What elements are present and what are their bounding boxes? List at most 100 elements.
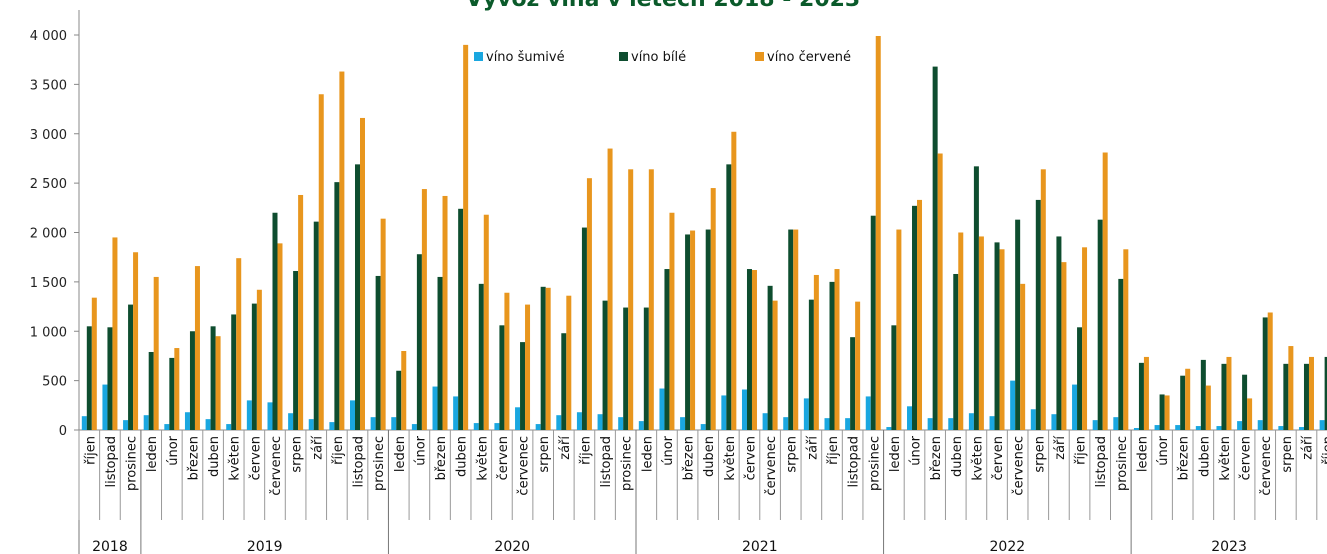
bar (246, 400, 252, 431)
bar (112, 237, 118, 430)
bar (813, 274, 819, 430)
x-tick-label: srpen (537, 436, 552, 473)
bar (1051, 414, 1057, 430)
bar (850, 337, 856, 430)
bar (432, 386, 438, 430)
x-tick-label: únor (909, 435, 924, 465)
bar (803, 398, 809, 430)
bar (751, 270, 757, 430)
bar (1267, 312, 1273, 430)
bar (726, 164, 732, 431)
bar (1143, 356, 1149, 430)
bar (1015, 219, 1021, 430)
x-tick-label: červenec (764, 436, 779, 496)
bar (334, 182, 340, 430)
legend-swatch (474, 52, 483, 61)
x-tick-label: červenec (517, 436, 532, 496)
x-tick-label: duben (207, 436, 222, 477)
bar (623, 307, 629, 430)
x-tick-label: únor (413, 435, 428, 465)
x-tick-label: červenec (1012, 436, 1027, 496)
year-label: 2020 (494, 539, 530, 554)
bar (767, 285, 773, 430)
year-label: 2018 (92, 539, 128, 554)
bars-layer (81, 35, 1327, 431)
y-tick-label: 2 500 (30, 177, 67, 192)
bar (1262, 317, 1268, 430)
x-tick-label: listopad (352, 436, 367, 488)
bar (1242, 374, 1248, 430)
bar (1056, 236, 1062, 430)
bar (937, 153, 943, 430)
bar (442, 195, 448, 430)
labels-layer: říjen listopad prosinec leden únor březen dube… (78, 430, 1327, 554)
bar (164, 424, 170, 430)
x-tick-label: říjen (1321, 436, 1327, 465)
bar (1303, 363, 1309, 430)
bar (772, 300, 778, 430)
bar (133, 252, 139, 430)
bar (607, 148, 613, 430)
bar (463, 44, 469, 431)
legend-swatch (619, 52, 628, 61)
chart-title: Vývoz vína v letech 2018 - 2023 (466, 0, 861, 12)
x-tick-label: březen (434, 436, 449, 480)
bar (690, 230, 696, 430)
bar (478, 283, 484, 430)
bar (731, 131, 737, 430)
bar (416, 254, 422, 430)
bar (576, 412, 582, 430)
x-tick-label: červen (743, 436, 758, 480)
bar (875, 35, 881, 431)
bar (1175, 425, 1181, 430)
x-tick-label: září (805, 436, 820, 460)
x-tick-label: listopad (1094, 436, 1109, 488)
bar (994, 242, 1000, 431)
bar (741, 389, 747, 430)
bar (1319, 420, 1325, 431)
bar (515, 407, 521, 430)
bar (236, 258, 242, 430)
x-tick-label: duben (1197, 436, 1212, 477)
bar (391, 417, 397, 430)
x-tick-label: listopad (847, 436, 862, 488)
year-label: 2021 (742, 539, 778, 554)
x-tick-label: květen (723, 436, 738, 481)
x-tick-label: červen (991, 436, 1006, 480)
axes-layer: 0 500 1 000 1 500 2 000 2 500 3 000 3 500 4 000 (30, 10, 1327, 439)
bar (845, 418, 851, 430)
bar (1200, 359, 1206, 430)
bar (226, 424, 232, 430)
bar (638, 421, 644, 430)
bar (1035, 199, 1041, 430)
bar (1118, 278, 1124, 430)
bar (272, 212, 278, 430)
bar (680, 417, 686, 430)
bar (535, 424, 541, 430)
bar (318, 94, 324, 430)
title-layer: Vývoz vína v letech 2018 - 2023 (466, 0, 861, 12)
x-tick-label: březen (186, 436, 201, 480)
x-tick-label: únor (661, 435, 676, 465)
x-tick-label: únor (166, 435, 181, 465)
bar (380, 218, 386, 430)
bar (540, 286, 546, 430)
bar (1283, 363, 1289, 430)
bar (746, 269, 752, 430)
bar (545, 287, 551, 430)
bar (685, 234, 691, 430)
bar (566, 295, 572, 430)
x-tick-label: leden (640, 436, 655, 472)
x-tick-label: prosinec (620, 436, 635, 491)
x-tick-label: prosinec (372, 436, 387, 491)
bar (891, 325, 897, 430)
bar (705, 229, 711, 430)
bar (288, 413, 294, 430)
x-tick-label: březen (1177, 436, 1192, 480)
bar (251, 303, 257, 430)
bar (499, 325, 505, 430)
x-tick-label: prosinec (125, 436, 140, 491)
bar (1221, 363, 1227, 430)
bar (710, 188, 716, 430)
